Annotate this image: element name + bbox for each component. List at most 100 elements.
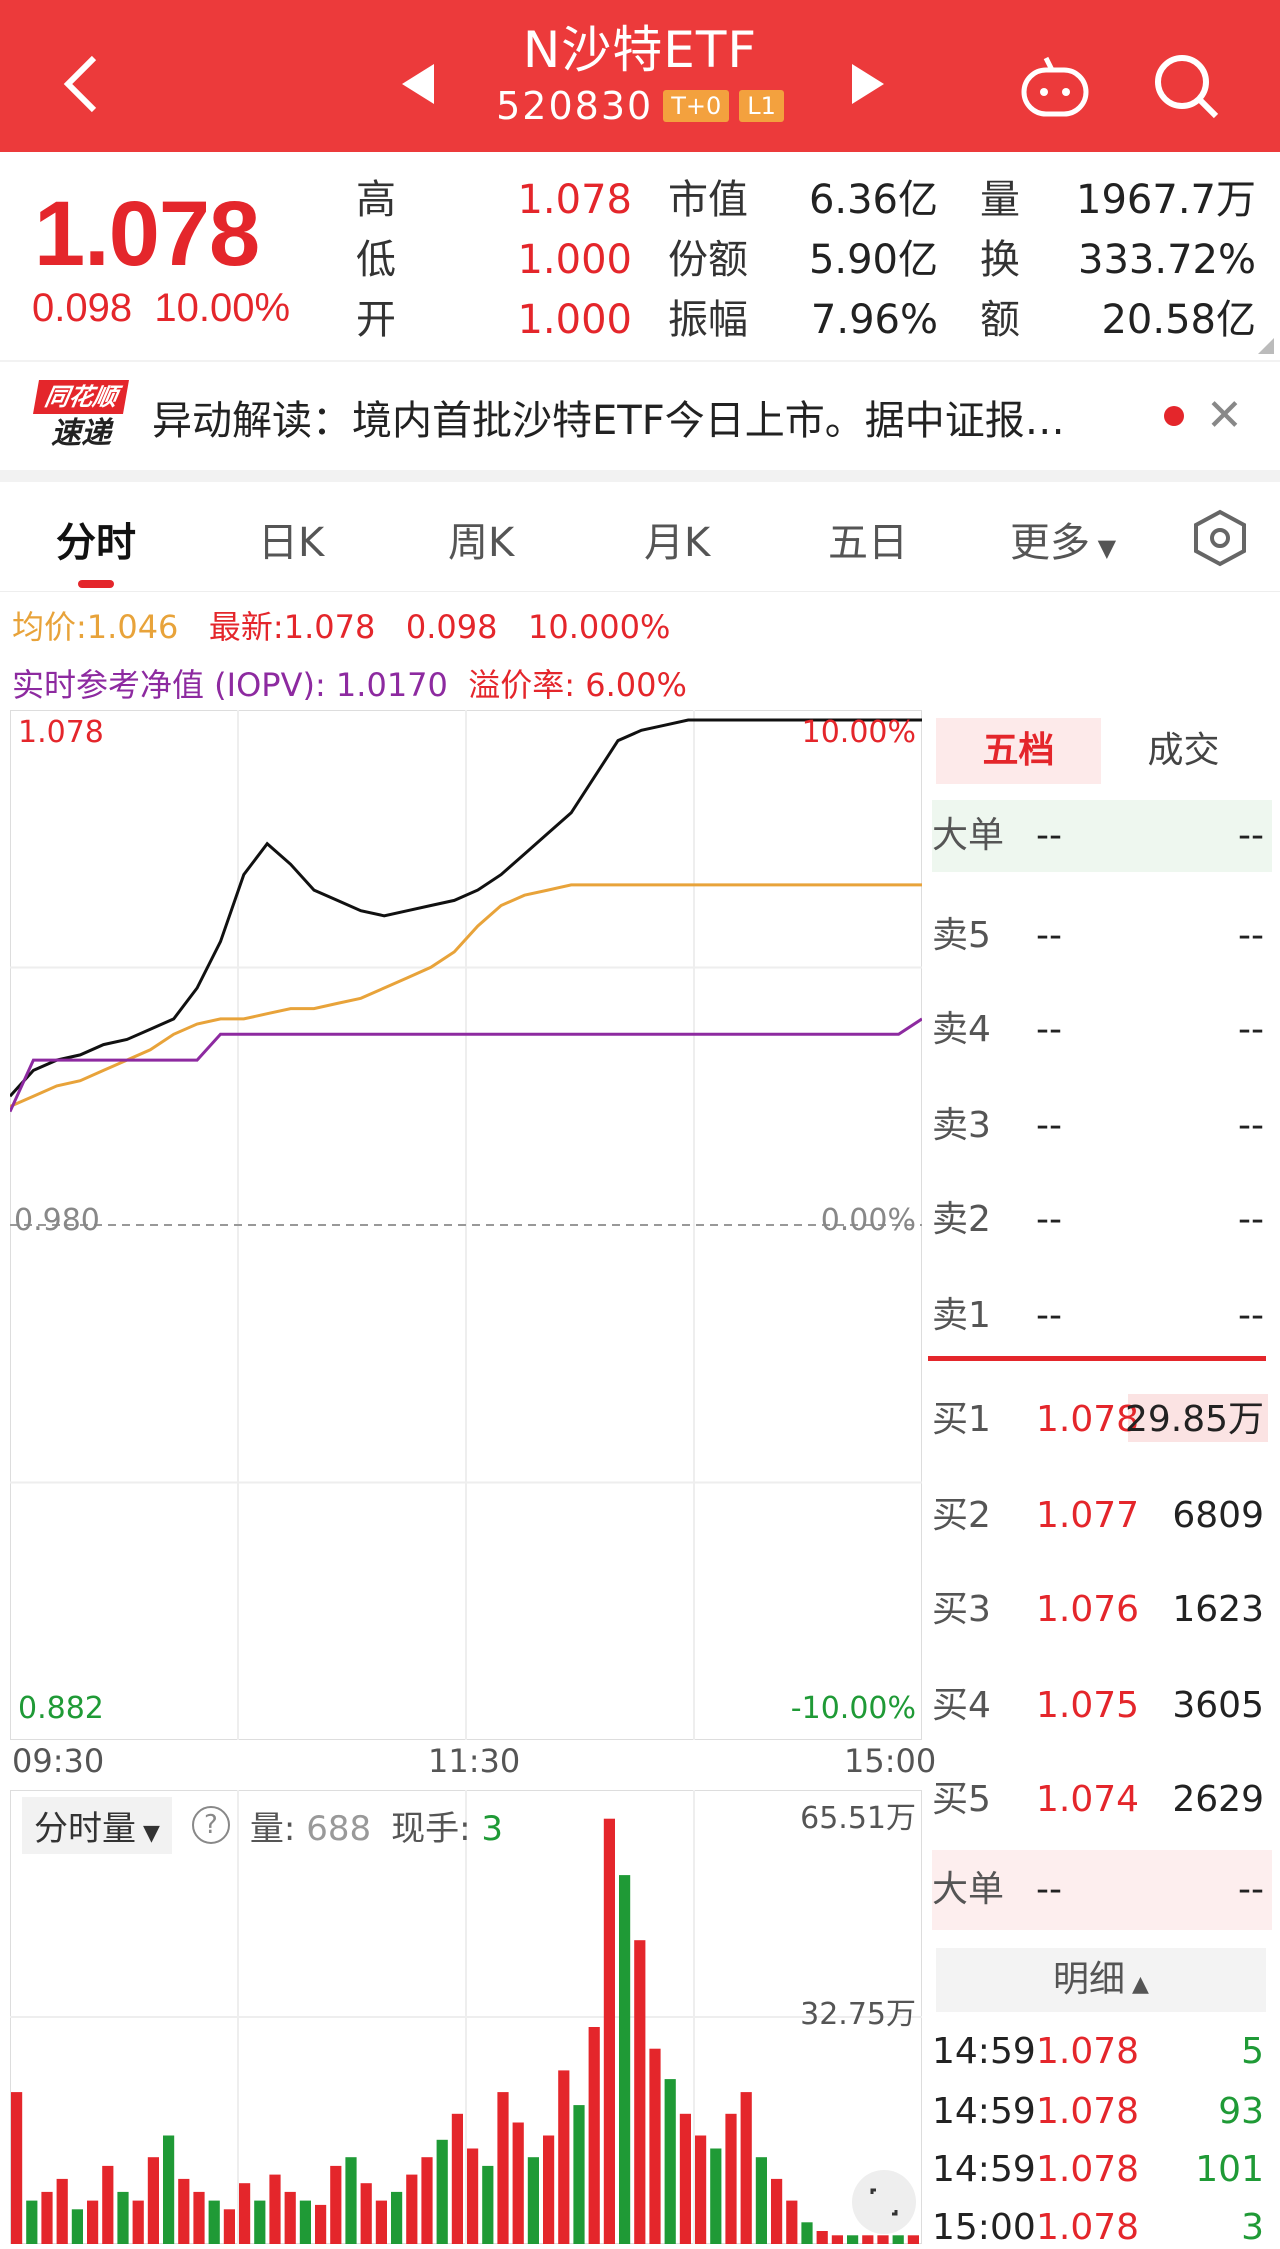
iopv-legend: 实时参考净值 (IOPV): 1.0170 溢价率: 6.00% xyxy=(12,666,687,704)
high-label: 高 xyxy=(356,177,396,223)
prev-arrow-icon[interactable] xyxy=(402,64,434,104)
amount-value: 20.58亿 xyxy=(1101,297,1256,343)
help-icon[interactable]: ? xyxy=(191,1806,230,1844)
x-tick-close: 15:00 xyxy=(844,1742,937,1780)
iopv-value: 1.0170 xyxy=(335,666,448,704)
avg-price: 1.046 xyxy=(86,608,179,646)
news-bar[interactable]: 同花顺 速递 异动解读：境内首批沙特ETF今日上市。据中证报… ✕ xyxy=(0,362,1280,470)
chart-tabs: 分时 日K 周K 月K 五日 更多 ▼ xyxy=(0,482,1280,592)
news-logo: 同花顺 速递 xyxy=(33,380,129,454)
tab-intraday[interactable]: 分时 xyxy=(56,520,136,566)
stock-code: 520830 xyxy=(496,84,654,128)
volume-bar xyxy=(315,2204,327,2244)
volume-bar xyxy=(892,2235,904,2244)
quote-col-2: 市值 6.36亿 份额 5.90亿 振幅 7.96% xyxy=(668,170,942,350)
quote-summary: 1.078 0.098 10.00% 高 1.078 低 1.000 开 1.000 … xyxy=(0,152,1280,360)
quote-col-1: 高 1.078 低 1.000 开 1.000 xyxy=(356,170,636,350)
tab-weekly-k[interactable]: 周K xyxy=(448,520,515,566)
sell-3-row: 卖3 -- -- xyxy=(932,1105,1264,1146)
volume-bar xyxy=(436,2139,448,2244)
volume-bar xyxy=(558,2070,570,2244)
tab-monthly-k[interactable]: 月K xyxy=(644,520,711,566)
volume-type-select[interactable]: 分时量 ▼ xyxy=(22,1796,172,1854)
divider xyxy=(0,360,1280,362)
chevron-down-icon: ▼ xyxy=(136,1820,160,1846)
volume-bar xyxy=(527,2157,539,2244)
volume-bar xyxy=(786,2200,798,2244)
volume-bar xyxy=(147,2157,159,2244)
amplitude-value: 7.96% xyxy=(810,297,938,343)
open-value: 1.000 xyxy=(517,297,632,343)
vol-tick-mid: 32.75万 xyxy=(800,1997,916,2032)
last-price: 1.078 xyxy=(34,183,260,285)
news-headline[interactable]: 异动解读：境内首批沙特ETF今日上市。据中证报… xyxy=(152,398,1065,444)
volume-bar xyxy=(816,2231,828,2244)
chevron-up-icon: ▲ xyxy=(1125,1972,1149,1997)
divider xyxy=(0,470,1280,482)
volume-value: 688 xyxy=(306,1808,372,1849)
intraday-price-chart[interactable]: 1.078 0.980 0.882 10.00% 0.00% -10.00% xyxy=(10,710,922,1740)
volume-bar xyxy=(740,2092,752,2244)
detail-toggle[interactable]: 明细 ▲ xyxy=(936,1948,1266,2012)
volume-bar xyxy=(573,2105,585,2244)
next-arrow-icon[interactable] xyxy=(852,64,884,104)
pct-tick-top: 10.00% xyxy=(802,715,916,750)
volume-bar xyxy=(254,2200,266,2244)
tab-daily-k[interactable]: 日K xyxy=(258,520,325,566)
price-change: 0.098 10.00% xyxy=(32,286,291,330)
volume-bar xyxy=(117,2191,129,2244)
big-order-buy-row: 大单 -- -- xyxy=(932,1850,1272,1930)
volume-chart[interactable]: 65.51万 32.75万 xyxy=(10,1790,922,2244)
tab-trades[interactable]: 成交 xyxy=(1147,730,1220,771)
order-book: 五档 成交 大单 -- -- 卖5 -- -- 卖4 -- -- 卖3 -- -- 卖2 --… xyxy=(928,710,1280,2249)
series-line-最新 xyxy=(10,718,922,1098)
search-icon[interactable] xyxy=(1150,50,1222,122)
chart-grid xyxy=(10,710,922,1740)
volume-bar xyxy=(664,2079,676,2244)
volume-bar xyxy=(847,2235,859,2244)
volume-bar xyxy=(467,2148,479,2244)
last-pct: 10.000% xyxy=(527,608,671,646)
pct-tick-bottom: -10.00% xyxy=(791,1691,916,1726)
mktcap-value: 6.36亿 xyxy=(808,177,938,223)
amount-label: 额 xyxy=(980,297,1020,343)
sell-5-row: 卖5 -- -- xyxy=(932,915,1264,956)
back-icon[interactable] xyxy=(58,52,106,116)
buy-5-row: 买5 1.074 2629 xyxy=(932,1779,1264,1820)
volume-bar xyxy=(877,2235,889,2244)
robot-icon[interactable] xyxy=(1018,54,1092,118)
last-price-legend: 1.078 xyxy=(283,608,376,646)
series-line-IOPV xyxy=(10,1017,922,1113)
shares-value: 5.90亿 xyxy=(808,237,938,283)
close-icon[interactable]: ✕ xyxy=(1206,390,1243,441)
volume-bar xyxy=(223,2209,235,2244)
volume-bar xyxy=(178,2178,190,2244)
volume-bar xyxy=(649,2048,661,2244)
tab-more[interactable]: 更多 ▼ xyxy=(1010,520,1117,566)
volume-bar xyxy=(725,2113,737,2244)
volume-label: 量 xyxy=(980,177,1020,223)
volume-bar xyxy=(831,2235,843,2244)
fullscreen-icon[interactable] xyxy=(852,2170,916,2234)
open-label: 开 xyxy=(356,297,396,343)
buy1-volume-bar xyxy=(1128,1394,1268,1442)
volume-value: 1967.7万 xyxy=(1076,177,1256,223)
volume-bar xyxy=(71,2209,83,2244)
volume-bar xyxy=(421,2157,433,2244)
tab-five-day[interactable]: 五日 xyxy=(828,520,908,566)
x-tick-mid: 11:30 xyxy=(428,1742,521,1780)
volume-bar xyxy=(603,1818,615,2244)
volume-bar xyxy=(239,2183,251,2244)
t0-tag: T+0 xyxy=(663,90,730,122)
volume-bar xyxy=(284,2191,296,2244)
buy-4-row: 买4 1.075 3605 xyxy=(932,1685,1264,1726)
tab-five-levels[interactable]: 五档 xyxy=(936,718,1101,784)
trade-tick-row: 14:59 1.078 93 xyxy=(932,2091,1264,2132)
expand-corner-icon[interactable] xyxy=(1258,338,1274,354)
settings-hex-icon[interactable] xyxy=(1192,508,1248,568)
trade-tick-row: 14:59 1.078 101 xyxy=(932,2149,1264,2190)
series-line-均价 xyxy=(10,883,922,1108)
mktcap-label: 市值 xyxy=(668,177,748,223)
volume-bar xyxy=(56,2178,68,2244)
volume-bar xyxy=(41,2191,53,2244)
